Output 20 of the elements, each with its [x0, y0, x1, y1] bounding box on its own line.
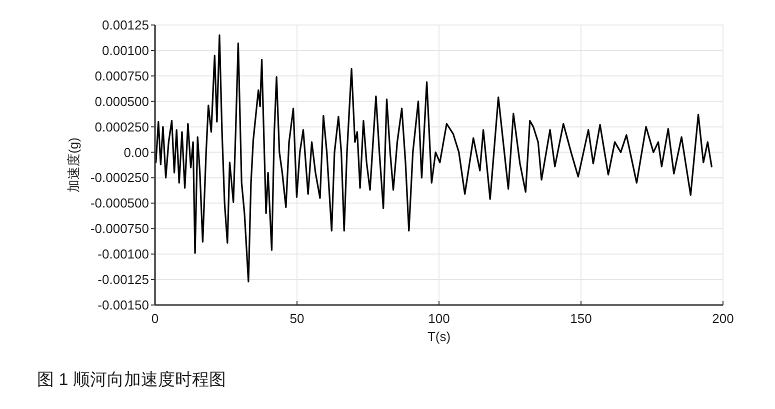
y-tick-label: 0.000500 [94, 94, 149, 109]
x-tick-label: 100 [428, 311, 450, 326]
y-tick-label: -0.00125 [98, 272, 149, 288]
x-tick-label: 200 [712, 311, 734, 326]
x-axis-title: T(s) [427, 329, 451, 344]
y-tick-label: 0.00 [124, 144, 149, 160]
y-tick-label: -0.00150 [98, 298, 149, 312]
y-tick-label: 0.00100 [102, 42, 149, 58]
y-tick-label: 0.000250 [94, 119, 149, 134]
x-tick-label: 50 [290, 311, 304, 326]
x-tick-label: 150 [570, 311, 592, 326]
y-tick-label: 0.00125 [102, 18, 149, 32]
caption: 图 1 顺河向加速度时程图 [37, 370, 226, 389]
y-tick-label: -0.000750 [90, 221, 149, 236]
y-axis-title: 加速度(g) [66, 138, 81, 192]
y-tick-label: -0.000500 [90, 196, 149, 211]
y-tick-label: -0.00100 [98, 246, 149, 262]
x-tick-label: 0 [151, 311, 159, 326]
y-tick-label: -0.000250 [90, 170, 149, 186]
y-tick-label: 0.000750 [94, 68, 149, 84]
